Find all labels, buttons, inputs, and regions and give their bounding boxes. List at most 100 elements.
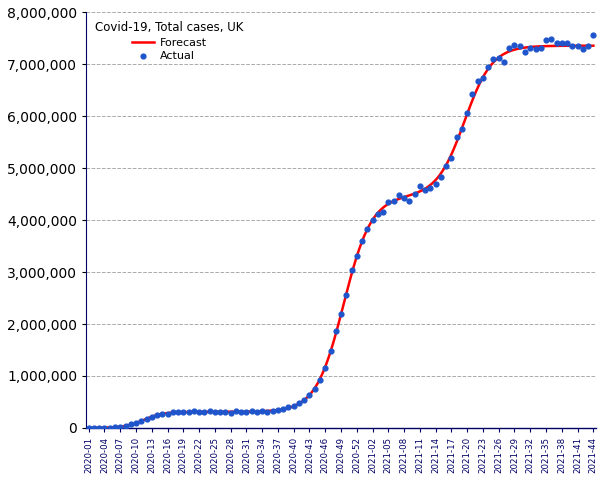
Actual — [120, 422, 130, 430]
Forecast — [307, 390, 315, 396]
Actual — [378, 208, 388, 216]
Actual — [441, 162, 451, 170]
Actual — [100, 424, 110, 432]
Actual — [489, 55, 499, 63]
Actual — [152, 411, 162, 419]
Actual — [562, 39, 572, 47]
Actual — [284, 403, 293, 411]
Actual — [384, 199, 393, 206]
Actual — [368, 216, 378, 224]
Actual — [263, 408, 272, 416]
Actual — [468, 90, 477, 98]
Actual — [399, 194, 409, 202]
Actual — [578, 45, 587, 53]
Actual — [215, 408, 225, 416]
Actual — [583, 42, 593, 50]
Actual — [94, 424, 104, 432]
Actual — [509, 42, 519, 49]
Actual — [163, 410, 172, 418]
Actual — [505, 45, 514, 52]
Actual — [321, 364, 330, 372]
Actual — [352, 252, 362, 260]
Actual — [446, 155, 456, 162]
Actual — [420, 186, 430, 193]
Actual — [310, 384, 319, 392]
Actual — [89, 424, 99, 432]
Forecast — [431, 178, 439, 183]
Actual — [268, 407, 278, 415]
Actual — [157, 410, 167, 418]
Actual — [452, 133, 462, 141]
Actual — [462, 109, 472, 117]
Actual — [499, 59, 509, 66]
Actual — [84, 424, 94, 432]
Actual — [389, 197, 399, 205]
Actual — [515, 43, 525, 50]
Actual — [357, 237, 367, 245]
Actual — [494, 54, 503, 62]
Actual — [394, 192, 404, 199]
Actual — [126, 420, 136, 428]
Actual — [483, 63, 493, 71]
Actual — [362, 225, 372, 232]
Forecast — [85, 425, 93, 431]
Actual — [557, 39, 567, 47]
Actual — [415, 182, 425, 190]
Actual — [226, 408, 235, 416]
Actual — [299, 396, 309, 404]
Actual — [347, 266, 356, 274]
Actual — [241, 408, 251, 416]
Forecast — [137, 419, 144, 424]
Actual — [221, 408, 231, 416]
Actual — [331, 327, 341, 335]
Actual — [168, 408, 178, 416]
Actual — [116, 423, 125, 431]
Actual — [289, 402, 298, 410]
Actual — [257, 407, 267, 415]
Actual — [431, 180, 440, 188]
Actual — [531, 46, 540, 53]
Actual — [573, 42, 583, 50]
Actual — [473, 77, 483, 85]
Actual — [173, 408, 183, 416]
Actual — [178, 408, 188, 416]
Actual — [341, 291, 351, 299]
Actual — [478, 74, 488, 82]
Forecast — [289, 404, 296, 409]
Actual — [110, 423, 120, 431]
Actual — [105, 424, 114, 432]
Actual — [315, 376, 325, 384]
Actual — [373, 210, 383, 217]
Actual — [457, 125, 467, 133]
Actual — [589, 31, 598, 39]
Actual — [552, 39, 561, 47]
Actual — [278, 405, 288, 412]
Forecast — [590, 43, 597, 48]
Actual — [541, 36, 551, 44]
Actual — [546, 35, 556, 43]
Actual — [520, 48, 530, 56]
Actual — [204, 407, 214, 415]
Actual — [410, 190, 419, 198]
Actual — [252, 408, 262, 416]
Actual — [247, 408, 257, 415]
Actual — [184, 408, 194, 416]
Actual — [336, 310, 346, 318]
Actual — [147, 413, 157, 420]
Actual — [273, 407, 283, 414]
Actual — [567, 42, 577, 49]
Legend: Forecast, Actual: Forecast, Actual — [91, 18, 247, 64]
Actual — [237, 408, 246, 416]
Actual — [231, 408, 241, 415]
Forecast — [479, 76, 486, 82]
Actual — [525, 44, 535, 52]
Actual — [325, 348, 335, 355]
Actual — [194, 408, 204, 416]
Actual — [405, 197, 414, 205]
Actual — [536, 44, 546, 51]
Actual — [436, 173, 446, 180]
Actual — [142, 415, 151, 422]
Actual — [210, 408, 220, 416]
Actual — [294, 399, 304, 407]
Actual — [305, 391, 315, 398]
